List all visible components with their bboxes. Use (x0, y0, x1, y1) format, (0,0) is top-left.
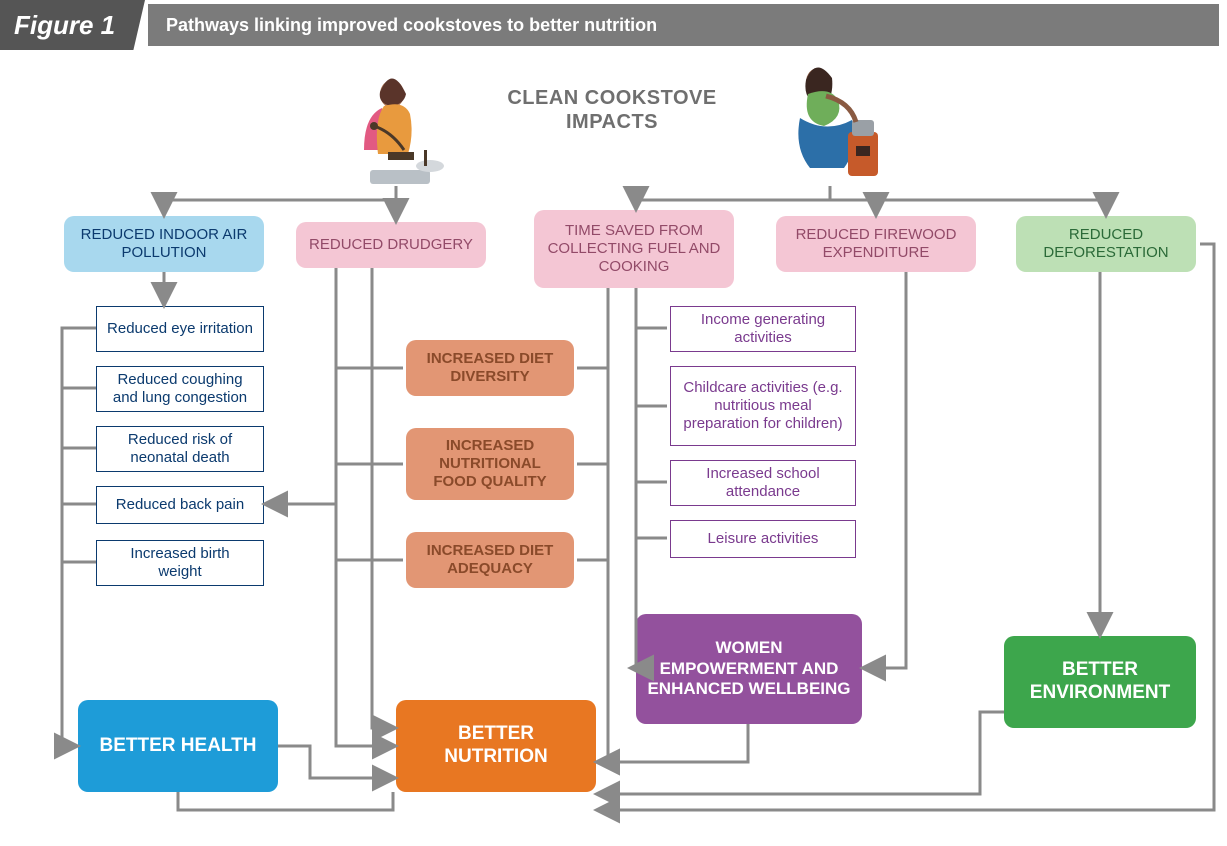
time-sub-1: Childcare activities (e.g. nutritious me… (670, 366, 856, 446)
woman-cooking-left-icon (340, 70, 450, 190)
figure-title: Pathways linking improved cookstoves to … (148, 4, 1219, 46)
air-sub-0: Reduced eye irritation (96, 306, 264, 352)
air-sub-3: Reduced back pain (96, 486, 264, 524)
figure-header: Figure 1 Pathways linking improved cooks… (0, 0, 1227, 50)
time-sub-0: Income generating activities (670, 306, 856, 352)
air-sub-4: Increased birth weight (96, 540, 264, 586)
time-sub-3: Leisure activities (670, 520, 856, 558)
time-sub-2: Increased school attendance (670, 460, 856, 506)
diet-pill-2: INCREASED DIET ADEQUACY (406, 532, 574, 588)
woman-cooking-right-icon (770, 60, 890, 190)
outcome-women: WOMEN EMPOWERMENT AND ENHANCED WELLBEING (636, 614, 862, 724)
outcome-health: BETTER HEALTH (78, 700, 278, 792)
node-time-saved: TIME SAVED FROM COLLECTING FUEL AND COOK… (534, 210, 734, 288)
diet-pill-1: INCREASED NUTRITIONAL FOOD QUALITY (406, 428, 574, 500)
diet-pill-0: INCREASED DIET DIVERSITY (406, 340, 574, 396)
node-air-pollution: REDUCED INDOOR AIR POLLUTION (64, 216, 264, 272)
main-title: CLEAN COOKSTOVE IMPACTS (462, 95, 762, 125)
node-firewood: REDUCED FIREWOOD EXPENDITURE (776, 216, 976, 272)
air-sub-1: Reduced coughing and lung congestion (96, 366, 264, 412)
outcome-environment: BETTER ENVIRONMENT (1004, 636, 1196, 728)
air-sub-2: Reduced risk of neonatal death (96, 426, 264, 472)
outcome-nutrition: BETTER NUTRITION (396, 700, 596, 792)
node-drudgery: REDUCED DRUDGERY (296, 222, 486, 268)
figure-label: Figure 1 (0, 0, 145, 50)
node-deforestation: REDUCED DEFORESTATION (1016, 216, 1196, 272)
